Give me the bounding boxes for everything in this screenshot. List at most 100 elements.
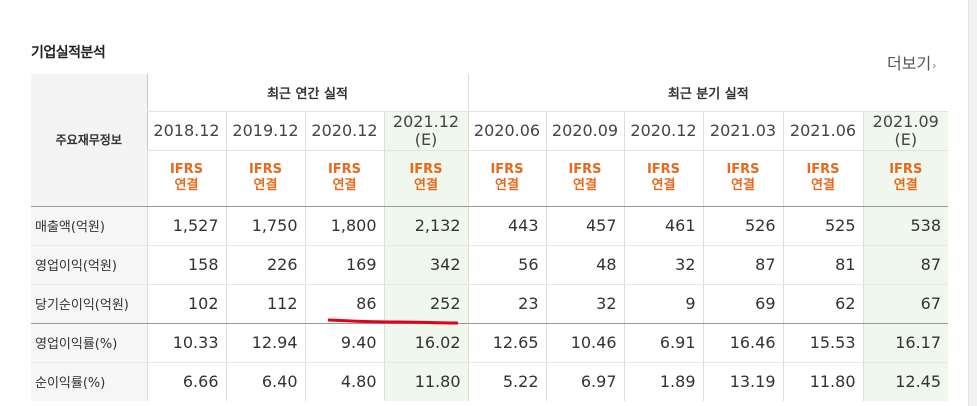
- value-cell: 1,750: [225, 206, 305, 246]
- value-cell: 23: [467, 284, 546, 324]
- value-cell: 69: [702, 284, 783, 324]
- annotation-stroke: [328, 318, 458, 325]
- period-label: 2021.06: [789, 120, 857, 140]
- period-label: 2021.09: [872, 111, 939, 131]
- section-title: 기업실적분석: [31, 45, 106, 61]
- period-header: 2021.09 (E): [862, 111, 949, 151]
- period-header: 2021.06: [782, 111, 863, 151]
- value-cell: 10.33: [146, 323, 226, 363]
- value-cell: 11.80: [782, 362, 863, 401]
- value-cell: 6.91: [623, 323, 703, 363]
- scrollbar[interactable]: [968, 0, 977, 406]
- ifrs-label: IFRS: [169, 162, 204, 177]
- value-cell: 81: [782, 245, 863, 285]
- chevron-right-icon: ›: [932, 59, 937, 72]
- value-cell: 32: [545, 284, 624, 324]
- ifrs-badge: IFRS 연결: [623, 150, 703, 207]
- consolidated-label: 연결: [573, 178, 597, 193]
- header-label: 주요재무정보: [31, 74, 147, 207]
- ifrs-badge: IFRS 연결: [702, 150, 783, 207]
- ifrs-label: IFRS: [490, 162, 524, 177]
- value-cell: 1,527: [146, 206, 226, 246]
- value-cell: 1,800: [304, 206, 384, 246]
- value-cell: 252: [383, 284, 468, 324]
- ifrs-label: IFRS: [646, 162, 681, 177]
- period-header: 2018.12: [146, 111, 226, 151]
- value-cell: 10.46: [545, 323, 624, 363]
- value-cell: 48: [545, 245, 624, 285]
- ifrs-label: IFRS: [409, 162, 443, 177]
- consolidated-label: 연결: [495, 178, 519, 193]
- estimate-marker: (E): [894, 129, 918, 149]
- ifrs-label: IFRS: [327, 162, 362, 177]
- table-row: 당기순이익(억원) 102 112 86 252 23 32 9 69 62 67: [31, 284, 949, 324]
- period-header: 2020.12: [304, 111, 384, 151]
- period-label: 2021.12: [392, 111, 460, 131]
- value-cell: 2,132: [383, 206, 468, 246]
- more-label: 더보기: [887, 54, 932, 73]
- period-label: 2020.12: [311, 120, 378, 140]
- ifrs-badge: IFRS 연결: [146, 150, 226, 207]
- period-header: 2020.09: [545, 111, 624, 151]
- period-label: 2020.09: [551, 120, 619, 140]
- consolidated-label: 연결: [253, 178, 278, 193]
- consolidated-label: 연결: [811, 178, 835, 193]
- value-cell: 457: [545, 206, 624, 246]
- ifrs-badge: IFRS 연결: [545, 150, 624, 207]
- value-cell: 9.40: [304, 323, 384, 363]
- period-header: 2020.06: [467, 111, 546, 151]
- ifrs-label: IFRS: [889, 162, 923, 177]
- value-cell: 461: [623, 206, 703, 246]
- value-cell: 226: [225, 245, 305, 285]
- consolidated-label: 연결: [651, 178, 676, 193]
- financial-table: 주요재무정보 최근 연간 실적 최근 분기 실적 2018.12 2019.12 2…: [31, 74, 949, 401]
- value-cell: 1.89: [623, 362, 703, 401]
- value-cell: 56: [467, 245, 546, 285]
- value-cell: 16.02: [383, 323, 468, 363]
- value-cell: 6.40: [225, 362, 305, 401]
- value-cell: 32: [623, 245, 703, 285]
- ifrs-label: IFRS: [806, 162, 840, 177]
- consolidated-label: 연결: [731, 178, 755, 193]
- value-cell: 342: [383, 245, 468, 285]
- ifrs-badge: IFRS 연결: [383, 150, 468, 207]
- row-label: 순이익률(%): [31, 362, 147, 401]
- value-cell: 16.46: [702, 323, 783, 363]
- value-cell: 6.97: [545, 362, 624, 401]
- value-cell: 158: [146, 245, 226, 285]
- ifrs-label: IFRS: [248, 162, 283, 177]
- value-cell: 16.17: [862, 323, 949, 363]
- more-link[interactable]: 더보기›: [887, 50, 937, 74]
- value-cell: 67: [862, 284, 949, 324]
- ifrs-badge: IFRS 연결: [782, 150, 863, 207]
- period-label: 2020.06: [473, 120, 541, 140]
- row-label: 당기순이익(억원): [31, 284, 147, 324]
- value-cell: 11.80: [383, 362, 468, 401]
- table-row: 순이익률(%) 6.66 6.40 4.80 11.80 5.22 6.97 1.89 13.1…: [31, 362, 949, 401]
- ifrs-label: IFRS: [726, 162, 760, 177]
- red-underline-annotation: [328, 318, 458, 325]
- value-cell: 538: [862, 206, 949, 246]
- value-cell: 86: [304, 284, 384, 324]
- value-cell: 9: [623, 284, 703, 324]
- estimate-marker: (E): [414, 129, 438, 149]
- value-cell: 5.22: [467, 362, 546, 401]
- value-cell: 169: [304, 245, 384, 285]
- value-cell: 62: [782, 284, 863, 324]
- consolidated-label: 연결: [893, 178, 918, 193]
- ifrs-badge: IFRS 연결: [225, 150, 305, 207]
- period-header: 2021.03: [702, 111, 783, 151]
- period-header: 2019.12: [225, 111, 305, 151]
- value-cell: 525: [782, 206, 863, 246]
- value-cell: 12.94: [225, 323, 305, 363]
- value-cell: 13.19: [702, 362, 783, 401]
- value-cell: 443: [467, 206, 546, 246]
- table-row: 영업이익률(%) 10.33 12.94 9.40 16.02 12.65 10.46 6.9…: [31, 323, 949, 363]
- value-cell: 102: [146, 284, 226, 324]
- table-row: 영업이익(억원) 158 226 169 342 56 48 32 87 81 87: [31, 245, 949, 285]
- ifrs-badge: IFRS 연결: [862, 150, 949, 207]
- value-cell: 526: [702, 206, 783, 246]
- period-label: 2019.12: [232, 120, 299, 140]
- value-cell: 87: [702, 245, 783, 285]
- consolidated-label: 연결: [414, 178, 438, 193]
